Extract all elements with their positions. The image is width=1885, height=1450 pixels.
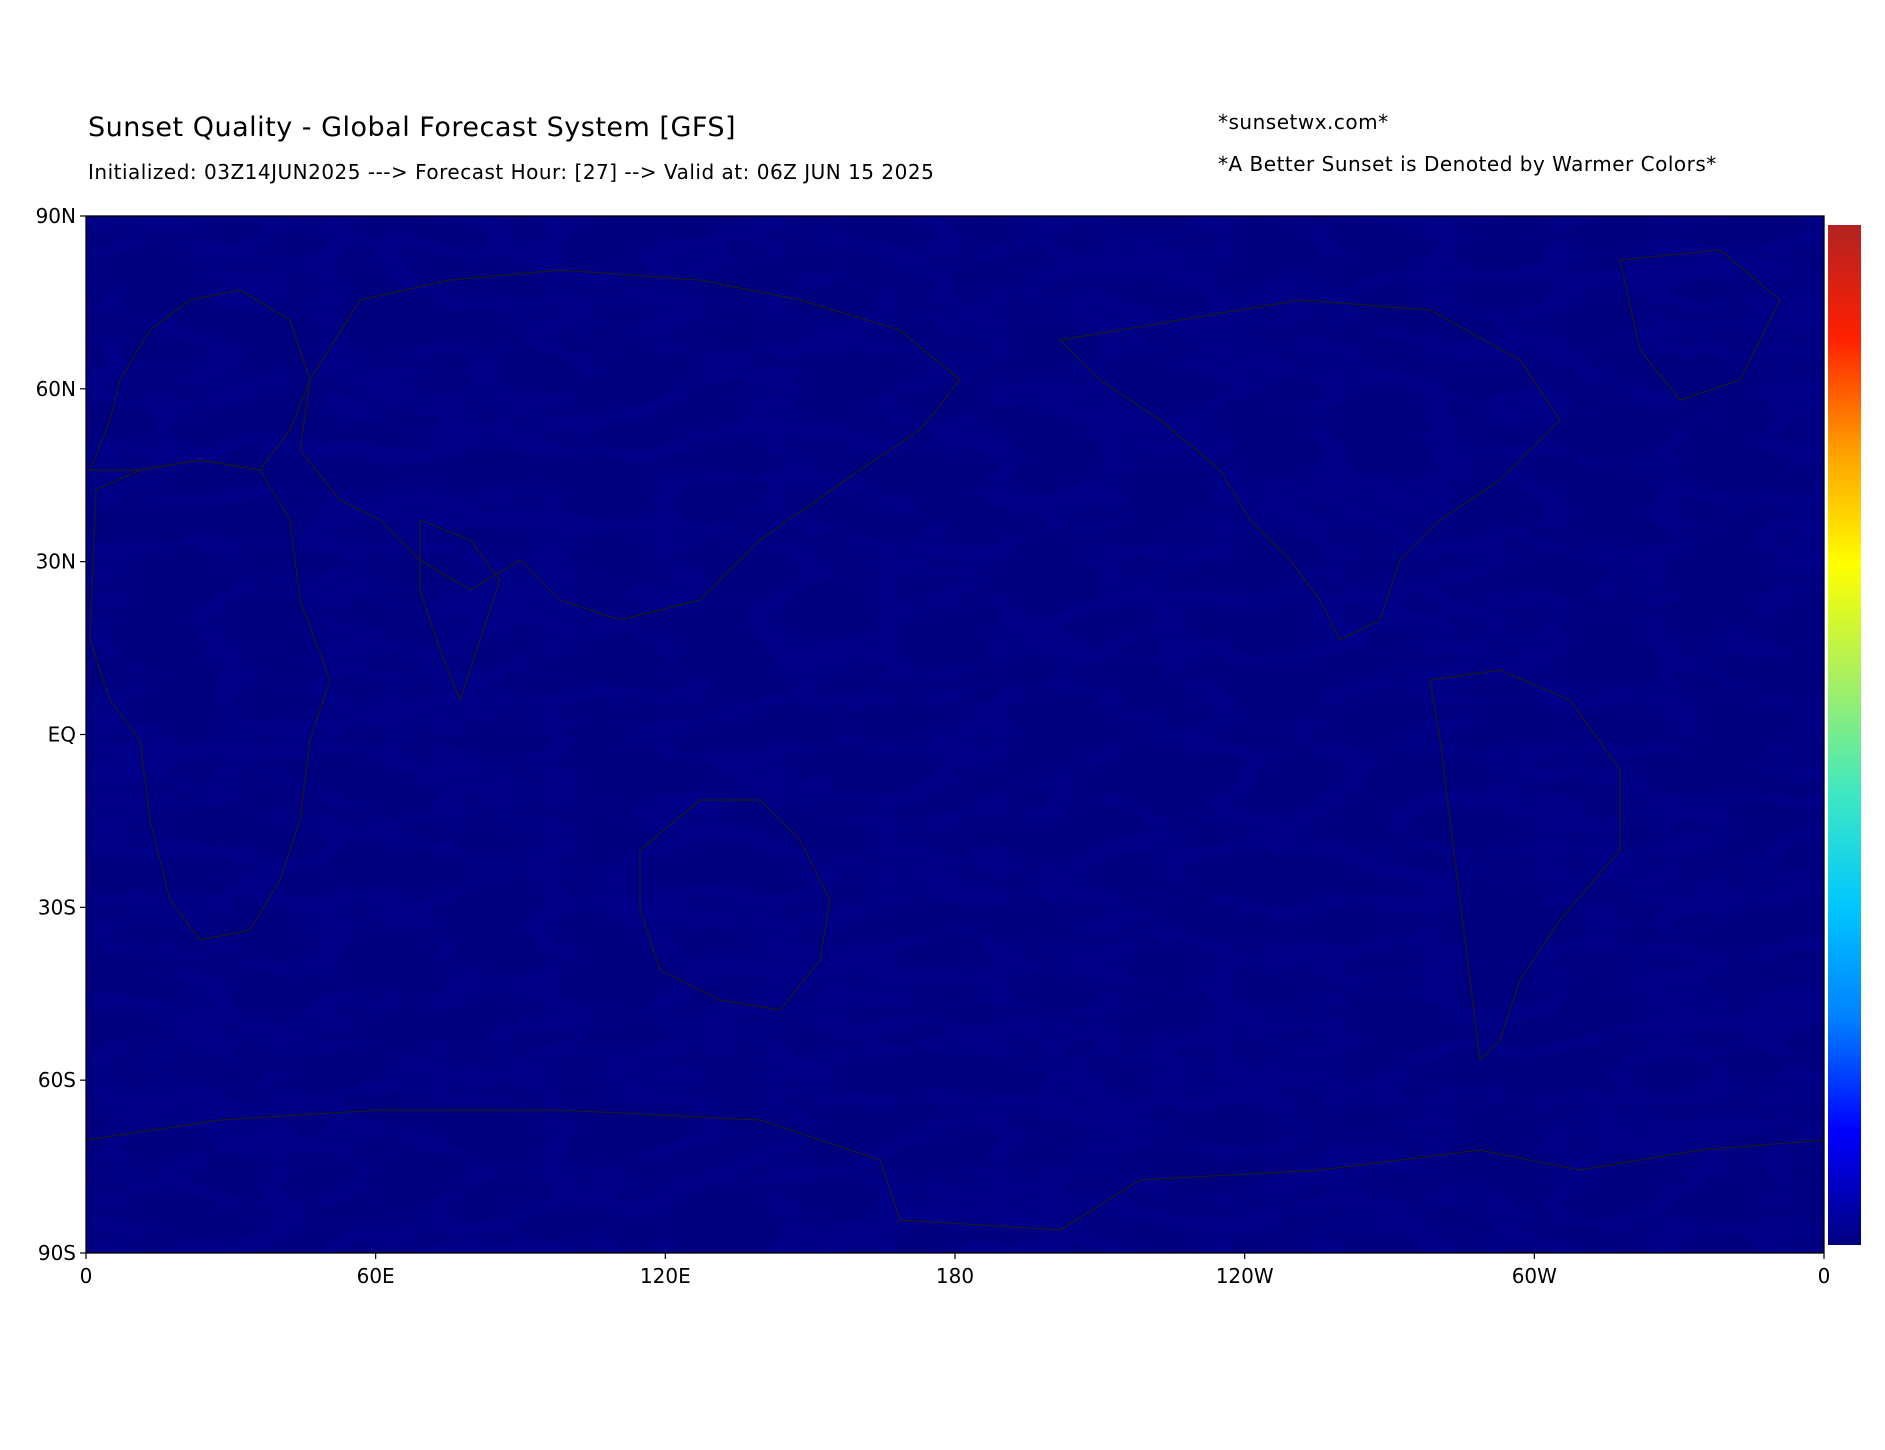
forecast-subtitle: Initialized: 03Z14JUN2025 ---> Forecast … — [88, 160, 935, 184]
coastline-outlines — [86, 249, 1824, 1231]
site-credit: *sunsetwx.com* — [1218, 110, 1389, 134]
australia-coastline — [639, 799, 831, 1011]
longitude-axis: 0 60E 120E 180 120W 60W 0 — [80, 1253, 1831, 1288]
colorbar — [1828, 225, 1861, 1245]
north-america-coastline — [1058, 299, 1561, 641]
asia-coastline — [299, 269, 961, 621]
map-title: Sunset Quality - Global Forecast System … — [88, 112, 737, 143]
lon-tick-label: 60W — [1512, 1264, 1557, 1288]
color-note: *A Better Sunset is Denoted by Warmer Co… — [1218, 152, 1717, 176]
south-america-coastline — [1429, 669, 1621, 1062]
lon-tick-label: 0 — [1818, 1264, 1831, 1288]
lat-tick-label: 30S — [38, 895, 76, 919]
lon-tick-label: 60E — [357, 1264, 395, 1288]
lon-tick-label: 120W — [1216, 1264, 1274, 1288]
lon-tick-label: 180 — [936, 1264, 974, 1288]
lat-tick-label: EQ — [48, 723, 76, 747]
greenland-coastline — [1619, 249, 1781, 401]
lat-tick-label: 30N — [36, 550, 76, 574]
dark-swirl-overlay — [86, 216, 1824, 1253]
lat-tick-label: 90S — [38, 1241, 76, 1265]
india-coastline — [419, 519, 501, 702]
lat-tick-label: 60N — [36, 377, 76, 401]
lat-tick-label: 90N — [36, 204, 76, 228]
antarctica-coastline — [86, 1109, 1824, 1231]
lon-tick-label: 0 — [80, 1264, 93, 1288]
lat-tick-label: 60S — [38, 1068, 76, 1092]
lon-tick-label: 120E — [640, 1264, 691, 1288]
latitude-axis: 90N 60N 30N EQ 30S 60S 90S — [36, 204, 86, 1265]
europe-coastline — [89, 289, 311, 471]
map-plot-area — [85, 215, 1825, 1254]
